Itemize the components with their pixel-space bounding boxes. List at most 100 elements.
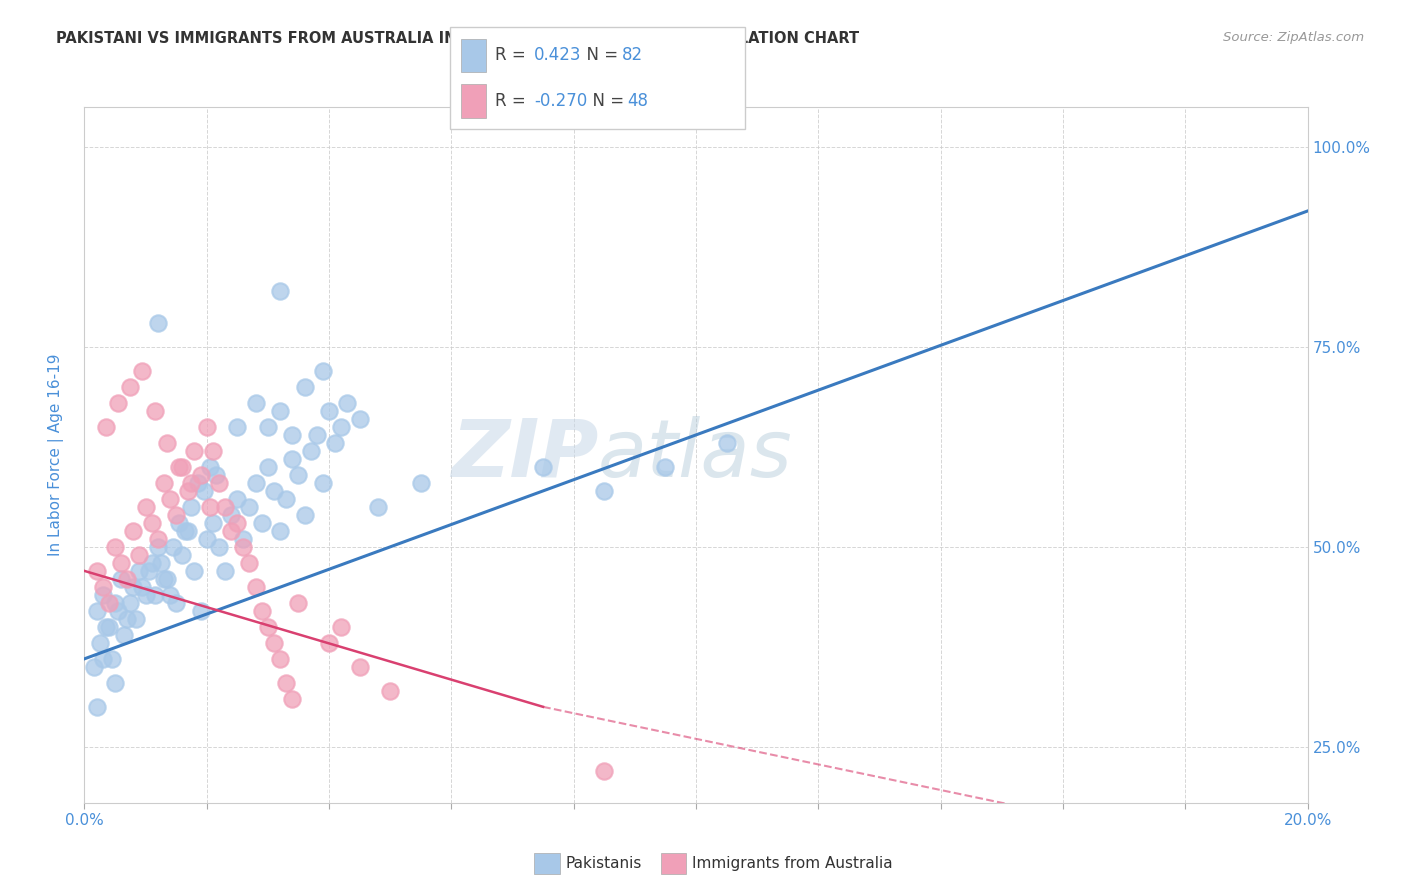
Text: 48: 48 [627, 92, 648, 110]
Point [86, 604, 108, 618]
Point [172, 548, 194, 562]
Point [257, 620, 280, 634]
Point [146, 316, 169, 330]
Text: -0.270: -0.270 [534, 92, 588, 110]
Point [276, 491, 298, 506]
Point [349, 412, 371, 426]
Point [141, 516, 163, 530]
Point [305, 428, 328, 442]
Point [287, 596, 309, 610]
Point [208, 540, 231, 554]
Text: N =: N = [576, 46, 624, 64]
Text: 82: 82 [621, 46, 643, 64]
Point [312, 364, 335, 378]
Point [167, 459, 190, 474]
Point [183, 564, 205, 578]
Point [318, 404, 340, 418]
Point [128, 548, 150, 562]
Point [125, 612, 148, 626]
Point [281, 691, 304, 706]
Point [276, 676, 298, 690]
Point [299, 444, 322, 458]
Point [323, 436, 346, 450]
Point [190, 604, 212, 618]
Point [257, 420, 280, 434]
Point [654, 459, 676, 474]
Point [159, 491, 181, 506]
Point [269, 652, 291, 666]
Point [257, 459, 280, 474]
Point [201, 444, 224, 458]
Point [162, 540, 184, 554]
Text: R =: R = [495, 92, 531, 110]
Point [180, 475, 202, 490]
Point [367, 500, 389, 514]
Point [232, 532, 254, 546]
Text: Source: ZipAtlas.com: Source: ZipAtlas.com [1223, 31, 1364, 45]
Point [104, 596, 127, 610]
Point [250, 604, 273, 618]
Point [312, 475, 335, 490]
Point [131, 580, 153, 594]
Point [226, 491, 249, 506]
Point [159, 588, 181, 602]
Point [238, 500, 260, 514]
Point [205, 467, 228, 482]
Point [107, 604, 129, 618]
Point [180, 500, 202, 514]
Text: PAKISTANI VS IMMIGRANTS FROM AUSTRALIA IN LABOR FORCE | AGE 16-19 CORRELATION CH: PAKISTANI VS IMMIGRANTS FROM AUSTRALIA I… [56, 31, 859, 47]
Point [143, 404, 166, 418]
Point [294, 380, 316, 394]
Point [94, 620, 117, 634]
Point [156, 572, 179, 586]
Point [128, 564, 150, 578]
Text: 0.423: 0.423 [534, 46, 582, 64]
Point [167, 516, 190, 530]
Point [336, 396, 359, 410]
Point [174, 524, 197, 538]
Point [156, 436, 179, 450]
Point [104, 676, 127, 690]
Point [198, 500, 221, 514]
Point [165, 508, 187, 522]
Point [153, 475, 176, 490]
Point [97, 596, 120, 610]
Point [269, 284, 291, 298]
Point [120, 596, 142, 610]
Point [250, 516, 273, 530]
Point [531, 459, 554, 474]
Point [115, 572, 138, 586]
Point [122, 524, 145, 538]
Point [318, 636, 340, 650]
Point [593, 483, 616, 498]
Point [193, 483, 215, 498]
Point [86, 699, 108, 714]
Point [214, 564, 236, 578]
Point [593, 764, 616, 778]
Point [201, 516, 224, 530]
Text: N =: N = [582, 92, 630, 110]
Point [83, 660, 105, 674]
Point [135, 500, 157, 514]
Y-axis label: In Labor Force | Age 16-19: In Labor Force | Age 16-19 [48, 353, 63, 557]
Point [330, 620, 353, 634]
Point [281, 428, 304, 442]
Point [110, 556, 132, 570]
Point [263, 483, 285, 498]
Point [226, 420, 249, 434]
Point [226, 516, 249, 530]
Point [177, 483, 200, 498]
Point [330, 420, 353, 434]
Point [294, 508, 316, 522]
Point [172, 459, 194, 474]
Point [135, 588, 157, 602]
Point [143, 588, 166, 602]
Point [112, 628, 135, 642]
Point [104, 540, 127, 554]
Point [120, 380, 142, 394]
Point [149, 556, 172, 570]
Point [245, 475, 267, 490]
Point [89, 636, 111, 650]
Point [122, 580, 145, 594]
Point [94, 420, 117, 434]
